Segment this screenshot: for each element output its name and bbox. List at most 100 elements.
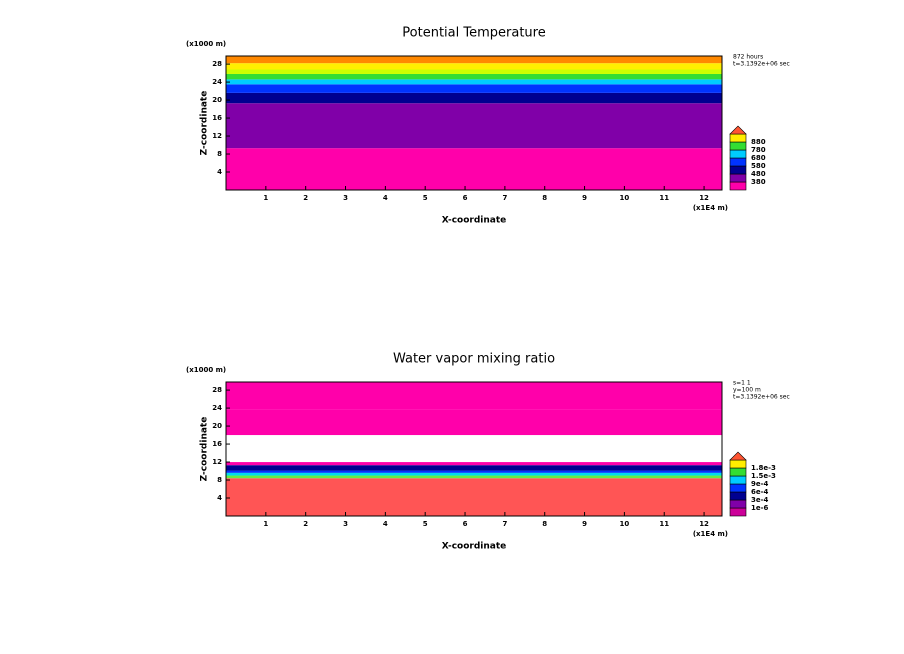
y-unit: (x1000 m) bbox=[186, 366, 226, 374]
legend-label: 3e-4 bbox=[751, 496, 769, 504]
contour-band bbox=[226, 462, 722, 466]
legend-box bbox=[729, 141, 747, 151]
contour-band bbox=[226, 69, 722, 74]
y-tick-label: 24 bbox=[212, 78, 222, 86]
y-axis-label: Z-coordinate bbox=[200, 417, 210, 482]
legend-box bbox=[729, 475, 747, 485]
contour-band bbox=[226, 148, 722, 190]
plot-frame bbox=[225, 55, 723, 191]
y-tick-label: 20 bbox=[212, 96, 222, 104]
y-tick-label: 16 bbox=[212, 440, 222, 448]
x-tick-label: 11 bbox=[659, 520, 669, 528]
x-tick-label: 10 bbox=[620, 194, 630, 202]
info-text: t=3.1392e+06 sec bbox=[733, 394, 790, 401]
legend-box bbox=[729, 467, 747, 477]
y-tick-label: 28 bbox=[212, 60, 222, 68]
contour-band bbox=[226, 63, 722, 70]
legend-box bbox=[729, 133, 747, 143]
y-unit: (x1000 m) bbox=[186, 40, 226, 48]
y-tick-label: 12 bbox=[212, 132, 222, 140]
x-axis-label: X-coordinate bbox=[442, 216, 507, 226]
info-text: t=3.1392e+06 sec bbox=[733, 61, 790, 68]
x-tick-label: 5 bbox=[423, 194, 428, 202]
contour-band bbox=[226, 465, 722, 471]
legend-label: 9e-4 bbox=[751, 480, 769, 488]
plot-frame bbox=[225, 381, 723, 517]
x-tick-label: 4 bbox=[383, 520, 388, 528]
x-tick-label: 3 bbox=[343, 520, 348, 528]
contour-band bbox=[226, 92, 722, 104]
info-text: 872 hours bbox=[733, 54, 763, 61]
x-tick-label: 6 bbox=[463, 520, 468, 528]
legend-box bbox=[729, 499, 747, 509]
y-tick-label: 28 bbox=[212, 386, 222, 394]
x-axis-label: X-coordinate bbox=[442, 542, 507, 552]
contour-band bbox=[226, 409, 722, 436]
y-tick-label: 8 bbox=[217, 150, 222, 158]
x-tick-label: 9 bbox=[582, 194, 587, 202]
legend-box bbox=[729, 459, 747, 469]
x-unit: (x1E4 m) bbox=[693, 530, 728, 538]
chart-title: Potential Temperature bbox=[402, 26, 545, 41]
contour-band bbox=[226, 475, 722, 479]
x-tick-label: 2 bbox=[303, 520, 308, 528]
y-tick-label: 8 bbox=[217, 476, 222, 484]
x-tick-label: 3 bbox=[343, 194, 348, 202]
legend-box bbox=[729, 157, 747, 167]
contour-band bbox=[226, 79, 722, 85]
x-tick-label: 9 bbox=[582, 520, 587, 528]
y-tick-label: 12 bbox=[212, 458, 222, 466]
legend-label: 480 bbox=[751, 170, 766, 178]
legend-label: 1.5e-3 bbox=[751, 472, 776, 480]
legend-label: 1.8e-3 bbox=[751, 464, 776, 472]
x-tick-label: 1 bbox=[263, 194, 268, 202]
x-tick-label: 6 bbox=[463, 194, 468, 202]
legend-box bbox=[729, 181, 747, 191]
legend-box bbox=[729, 165, 747, 175]
legend-box bbox=[729, 149, 747, 159]
contour-band bbox=[226, 84, 722, 93]
x-tick-label: 2 bbox=[303, 194, 308, 202]
legend-box bbox=[729, 507, 747, 517]
contour-band bbox=[226, 382, 722, 410]
x-tick-label: 12 bbox=[699, 520, 709, 528]
x-tick-label: 10 bbox=[620, 520, 630, 528]
legend-label: 880 bbox=[751, 138, 766, 146]
y-tick-label: 24 bbox=[212, 404, 222, 412]
legend-label: 580 bbox=[751, 162, 766, 170]
legend-over-arrow bbox=[729, 451, 747, 461]
legend-box bbox=[729, 483, 747, 493]
y-tick-label: 20 bbox=[212, 422, 222, 430]
legend-box bbox=[729, 491, 747, 501]
legend-label: 1e-6 bbox=[751, 504, 769, 512]
x-tick-label: 1 bbox=[263, 520, 268, 528]
x-tick-label: 8 bbox=[542, 520, 547, 528]
y-axis-label: Z-coordinate bbox=[200, 91, 210, 156]
y-tick-label: 4 bbox=[217, 494, 222, 502]
y-tick-label: 4 bbox=[217, 168, 222, 176]
x-tick-label: 7 bbox=[502, 194, 507, 202]
legend-label: 680 bbox=[751, 154, 766, 162]
legend-label: 780 bbox=[751, 146, 766, 154]
x-tick-label: 12 bbox=[699, 194, 709, 202]
chart-title: Water vapor mixing ratio bbox=[393, 352, 555, 367]
contour-band bbox=[226, 470, 722, 473]
contour-band bbox=[226, 103, 722, 149]
x-tick-label: 4 bbox=[383, 194, 388, 202]
x-tick-label: 8 bbox=[542, 194, 547, 202]
x-tick-label: 7 bbox=[502, 520, 507, 528]
x-unit: (x1E4 m) bbox=[693, 204, 728, 212]
legend-over-arrow bbox=[729, 125, 747, 135]
legend-label: 6e-4 bbox=[751, 488, 769, 496]
legend-label: 380 bbox=[751, 178, 766, 186]
info-text: s=1 1 bbox=[733, 380, 751, 387]
x-tick-label: 11 bbox=[659, 194, 669, 202]
legend-box bbox=[729, 173, 747, 183]
x-tick-label: 5 bbox=[423, 520, 428, 528]
contour-band bbox=[226, 73, 722, 80]
contour-band bbox=[226, 435, 722, 463]
contour-band bbox=[226, 478, 722, 516]
contour-band bbox=[226, 472, 722, 476]
contour-band bbox=[226, 56, 722, 64]
